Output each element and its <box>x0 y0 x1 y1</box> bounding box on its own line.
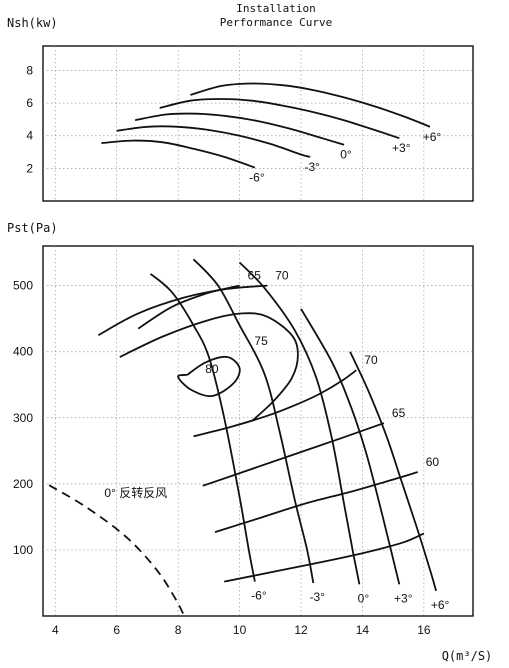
x-tick-label: 14 <box>356 623 370 637</box>
x-tick-label: 4 <box>52 623 59 637</box>
top-series-line <box>159 98 400 140</box>
blade-angle-label: 0° <box>358 591 370 605</box>
top-series-label: +6° <box>423 130 442 144</box>
bottom-y-tick-label: 100 <box>13 543 33 557</box>
efficiency-label: 65 <box>248 269 262 283</box>
x-tick-label: 8 <box>175 623 182 637</box>
efficiency-curve <box>97 284 268 336</box>
top-series-line <box>134 112 345 146</box>
bottom-y-tick-label: 200 <box>13 477 33 491</box>
efficiency-label: 70 <box>364 353 378 367</box>
top-y-tick-label: 4 <box>26 129 33 143</box>
efficiency-label: 80 <box>205 362 219 376</box>
top-series-label: -6° <box>249 171 265 185</box>
efficiency-curve <box>137 284 240 330</box>
bottom-y-tick-label: 300 <box>13 411 33 425</box>
x-tick-label: 12 <box>294 623 308 637</box>
x-tick-label: 10 <box>233 623 247 637</box>
bottom-y-tick-label: 500 <box>13 279 33 293</box>
x-axis-label: Q(m³/S) <box>442 649 493 663</box>
x-tick-label: 16 <box>417 623 431 637</box>
efficiency-curve <box>224 532 425 583</box>
chart-subtitle: Performance Curve <box>220 16 333 29</box>
top-y-tick-label: 8 <box>26 64 33 78</box>
bottom-plot-area: 100 200 300 400 500 4 6 8 10 12 14 16 -6° -3° 0° +3° +6°… <box>13 246 473 637</box>
top-y-axis-label: Nsh(kw) <box>7 16 58 30</box>
top-series-label: +3° <box>392 141 411 155</box>
top-y-tick-label: 2 <box>26 161 33 175</box>
top-plot-area: 2 4 6 8 -6° -3° 0° +3° +6° <box>26 46 473 201</box>
top-series-line <box>101 139 256 169</box>
bottom-plot-frame <box>42 245 474 617</box>
blade-angle-curve <box>238 261 361 585</box>
efficiency-curve <box>214 471 418 533</box>
top-series-label: -3° <box>304 160 320 174</box>
top-series-line <box>190 82 431 128</box>
efficiency-curve <box>193 369 357 438</box>
efficiency-label: 60 <box>426 455 440 469</box>
chart-title: Installation <box>236 2 315 15</box>
bottom-y-tick-label: 400 <box>13 345 33 359</box>
efficiency-curve <box>119 312 299 422</box>
reverse-rotation-curve <box>48 484 186 617</box>
efficiency-label: 75 <box>254 334 268 348</box>
blade-angle-curve <box>349 351 437 592</box>
blade-angle-label: -3° <box>310 590 326 604</box>
efficiency-curve <box>177 355 241 398</box>
blade-angle-curve <box>149 273 256 582</box>
efficiency-label: 70 <box>275 269 289 283</box>
blade-angle-label: +6° <box>431 598 450 612</box>
top-series-line <box>116 125 311 158</box>
reverse-rotation-label: 0° 反转反风 <box>104 485 167 500</box>
blade-angle-label: +3° <box>394 591 413 605</box>
efficiency-label: 65 <box>392 406 406 420</box>
efficiency-curve <box>202 422 385 487</box>
x-tick-label: 6 <box>113 623 120 637</box>
top-series-label: 0° <box>340 148 352 162</box>
blade-angle-label: -6° <box>251 589 267 603</box>
bottom-y-axis-label: Pst(Pa) <box>7 221 58 235</box>
top-plot-frame <box>42 45 474 202</box>
top-y-tick-label: 6 <box>26 96 33 110</box>
